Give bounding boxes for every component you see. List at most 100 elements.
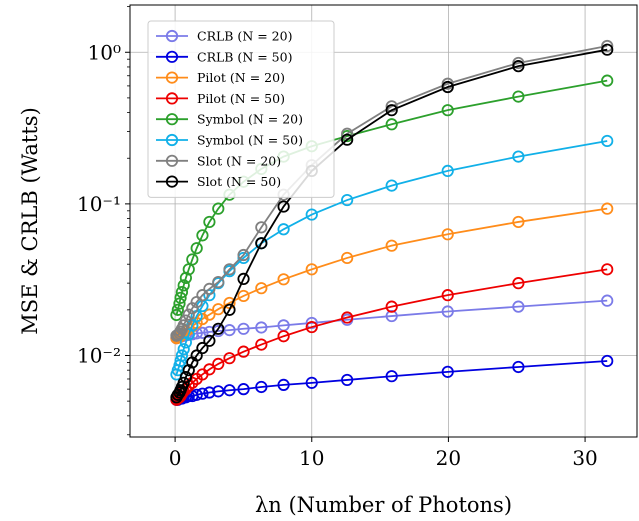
- data-point: [512, 300, 525, 313]
- data-point: [175, 349, 189, 362]
- data-point: [441, 289, 454, 302]
- data-point: [212, 202, 225, 215]
- legend-label: Slot (N = 20): [197, 153, 281, 168]
- data-point: [441, 104, 454, 117]
- legend-marker: [165, 50, 179, 63]
- data-point: [203, 334, 216, 347]
- data-point: [385, 104, 398, 117]
- legend-label: Symbol (N = 20): [197, 112, 303, 127]
- data-point: [277, 330, 290, 343]
- x-axis-title: λn (Number of Photons): [255, 493, 512, 517]
- data-point: [179, 371, 192, 384]
- data-point: [212, 275, 225, 289]
- data-point: [203, 386, 216, 399]
- data-point: [305, 320, 318, 334]
- data-point: [179, 336, 192, 349]
- data-point: [512, 360, 525, 374]
- data-point: [441, 228, 454, 241]
- data-point: [237, 345, 250, 358]
- data-point: [223, 384, 236, 397]
- legend-marker: [165, 133, 179, 147]
- y-tick-label: 10⁰: [88, 40, 121, 64]
- data-point: [237, 289, 250, 303]
- series-crlb-n-50: [170, 354, 614, 406]
- legend-label: CRLB (N = 20): [197, 29, 292, 44]
- legend-label: Pilot (N = 20): [197, 70, 285, 85]
- ticks: 0 10 20 30 10⁻² 10⁻¹ 10⁰: [77, 6, 598, 470]
- data-point: [385, 300, 398, 313]
- series-line: [175, 79, 608, 316]
- data-point: [212, 322, 225, 335]
- x-tick-label: 10: [299, 446, 324, 470]
- data-point: [385, 239, 398, 252]
- y-axis-title: MSE & CRLB (Watts): [18, 107, 42, 335]
- data-point: [341, 133, 354, 146]
- data-point: [305, 316, 318, 330]
- legend-label: Slot (N = 50): [197, 174, 281, 189]
- legend-entry: Pilot (N = 50): [156, 91, 285, 106]
- data-point: [277, 200, 290, 213]
- data-point: [305, 376, 318, 389]
- data-point: [601, 74, 614, 87]
- data-point: [196, 229, 209, 242]
- data-point: [255, 380, 268, 394]
- data-point: [255, 321, 268, 334]
- legend-entry: Symbol (N = 20): [156, 112, 303, 127]
- data-point: [305, 208, 318, 221]
- data-point: [385, 309, 398, 323]
- x-tick-label: 30: [572, 446, 597, 470]
- legend-entry: Slot (N = 50): [156, 174, 281, 189]
- data-point: [175, 285, 189, 299]
- data-point: [341, 373, 354, 387]
- data-point: [223, 303, 236, 316]
- x-tick-label: 20: [436, 446, 461, 470]
- legend-entry: CRLB (N = 50): [156, 49, 292, 64]
- data-point: [385, 100, 398, 113]
- data-point: [173, 297, 186, 310]
- data-point: [186, 253, 199, 266]
- data-point: [179, 314, 192, 327]
- data-point: [512, 277, 525, 290]
- data-point: [255, 221, 268, 234]
- legend-entry: Pilot (N = 20): [156, 70, 285, 85]
- data-point: [237, 322, 250, 335]
- data-point: [177, 376, 190, 389]
- data-point: [171, 303, 184, 316]
- data-point: [341, 311, 354, 324]
- data-point: [203, 282, 216, 295]
- data-point: [196, 289, 209, 302]
- data-point: [441, 80, 454, 94]
- data-point: [601, 294, 614, 307]
- data-point: [601, 354, 614, 368]
- legend-marker: [165, 92, 179, 105]
- legend-marker: [165, 29, 179, 43]
- data-point: [601, 39, 614, 53]
- data-point: [182, 308, 195, 321]
- data-point: [223, 324, 236, 337]
- data-point: [212, 357, 225, 371]
- plot-frame: [129, 4, 638, 438]
- legend-entry: Symbol (N = 50): [156, 133, 303, 148]
- y-tick-label: 10⁻²: [77, 343, 121, 367]
- data-point: [255, 338, 268, 351]
- data-point: [237, 248, 250, 262]
- series-symbol-n-20: [170, 74, 614, 322]
- legend-label: Pilot (N = 50): [197, 91, 285, 106]
- series-line: [175, 268, 608, 401]
- data-point: [441, 77, 454, 90]
- data-point: [196, 387, 209, 400]
- data-point: [341, 251, 354, 265]
- x-tick-label: 0: [169, 446, 182, 470]
- legend-label: Symbol (N = 50): [197, 133, 303, 148]
- data-point: [190, 388, 203, 401]
- series-pilot-n-20: [170, 202, 614, 345]
- data-point: [341, 193, 354, 207]
- data-point: [512, 90, 525, 103]
- data-point: [441, 365, 454, 378]
- data-point: [196, 326, 209, 339]
- data-point: [277, 223, 290, 236]
- series-slot-n-20: [170, 39, 614, 342]
- legend-box: [147, 20, 335, 198]
- data-point: [203, 363, 216, 376]
